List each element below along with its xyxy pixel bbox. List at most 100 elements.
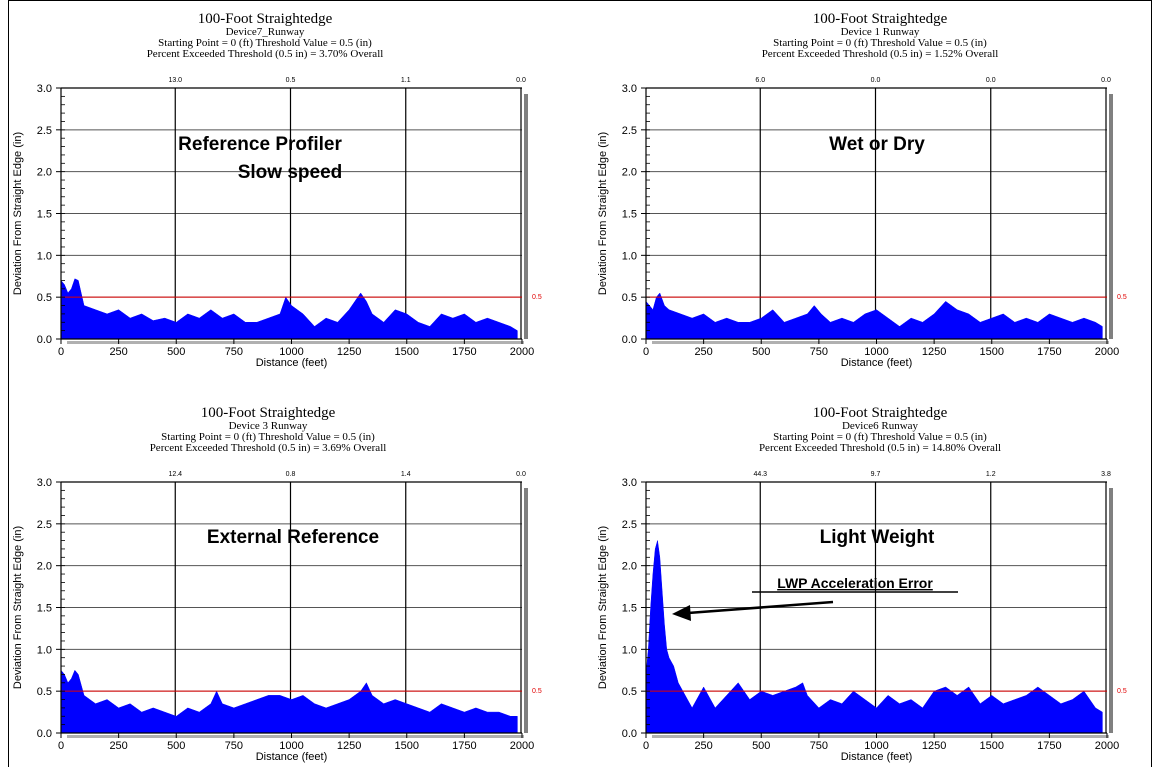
y-tick-label: 1.5 — [37, 603, 52, 615]
x-tick-label: 2000 — [1095, 346, 1119, 358]
section-label: 0.8 — [286, 471, 296, 478]
y-axis-title: Deviation From Straight Edge (in) — [597, 526, 609, 689]
x-tick-label: 500 — [752, 346, 770, 358]
chart-info-line: Starting Point = 0 (ft) Threshold Value … — [773, 431, 987, 443]
y-tick-label: 2.5 — [37, 125, 52, 137]
chart-title: 100-Foot Straightedge — [813, 11, 948, 27]
y-tick-label: 3.0 — [622, 477, 637, 489]
y-tick-label: 2.5 — [622, 519, 637, 531]
section-label: 1.4 — [401, 471, 411, 478]
threshold-label: 0.5 — [532, 688, 542, 695]
panel-shadow-right — [1109, 488, 1113, 733]
x-tick-label: 500 — [752, 740, 770, 752]
x-tick-label: 2000 — [510, 740, 534, 752]
x-tick-label: 250 — [109, 740, 127, 752]
section-label: 0.0 — [871, 77, 881, 84]
panel-shadow-right — [524, 488, 528, 733]
series-area — [60, 278, 518, 340]
x-tick-label: 1250 — [922, 346, 946, 358]
y-tick-label: 1.5 — [37, 209, 52, 221]
panel-shadow-bottom — [652, 341, 1109, 344]
section-label: 0.0 — [516, 77, 526, 84]
panel-shadow-right — [1109, 94, 1113, 339]
chart-info-line: Starting Point = 0 (ft) Threshold Value … — [158, 37, 372, 49]
chart-subtitle: Device 3 Runway — [229, 420, 308, 432]
section-label: 6.0 — [755, 77, 765, 84]
y-tick-label: 1.0 — [37, 250, 52, 262]
x-tick-label: 2000 — [510, 346, 534, 358]
section-label: 1.2 — [986, 471, 996, 478]
chart-exceed-line: Percent Exceeded Threshold (0.5 in) = 14… — [759, 442, 1001, 454]
x-tick-label: 1750 — [452, 740, 476, 752]
x-tick-label: 1750 — [452, 346, 476, 358]
y-tick-label: 2.5 — [622, 125, 637, 137]
x-tick-label: 1750 — [1037, 740, 1061, 752]
x-axis-title: Distance (feet) — [841, 751, 913, 763]
x-tick-label: 1000 — [864, 346, 888, 358]
section-label: 0.5 — [286, 77, 296, 84]
x-tick-label: 1500 — [980, 740, 1004, 752]
series-area — [645, 540, 1103, 734]
section-label: 0.0 — [986, 77, 996, 84]
y-tick-label: 3.0 — [622, 83, 637, 95]
x-tick-label: 750 — [810, 740, 828, 752]
y-axis-title: Deviation From Straight Edge (in) — [597, 132, 609, 295]
x-tick-label: 750 — [810, 346, 828, 358]
y-axis-title: Deviation From Straight Edge (in) — [12, 132, 24, 295]
y-tick-label: 0.5 — [37, 292, 52, 304]
threshold-label: 0.5 — [532, 294, 542, 301]
section-label: 0.0 — [516, 471, 526, 478]
y-axis-title: Deviation From Straight Edge (in) — [12, 526, 24, 689]
x-tick-label: 0 — [58, 740, 64, 752]
y-tick-label: 3.0 — [37, 477, 52, 489]
chart-info-line: Starting Point = 0 (ft) Threshold Value … — [773, 37, 987, 49]
y-tick-label: 1.5 — [622, 603, 637, 615]
annotation-label: External Reference — [207, 527, 379, 548]
y-tick-label: 1.0 — [37, 644, 52, 656]
x-tick-label: 2000 — [1095, 740, 1119, 752]
x-tick-label: 1500 — [395, 346, 419, 358]
arrow-shaft — [687, 600, 834, 615]
section-label: 12.4 — [168, 471, 182, 478]
panel-shadow-bottom — [67, 735, 524, 738]
y-tick-label: 0.0 — [37, 728, 52, 740]
x-tick-label: 0 — [58, 346, 64, 358]
x-tick-label: 1000 — [279, 740, 303, 752]
y-tick-label: 0.0 — [622, 728, 637, 740]
x-tick-label: 1250 — [922, 740, 946, 752]
annotation-label: Wet or Dry — [829, 134, 925, 155]
y-tick-label: 1.0 — [622, 644, 637, 656]
threshold-label: 0.5 — [1117, 688, 1127, 695]
section-label: 0.0 — [1101, 77, 1111, 84]
x-tick-label: 250 — [694, 740, 712, 752]
x-tick-label: 750 — [225, 740, 243, 752]
x-tick-label: 500 — [167, 740, 185, 752]
x-tick-label: 750 — [225, 346, 243, 358]
x-tick-label: 1500 — [395, 740, 419, 752]
x-tick-label: 500 — [167, 346, 185, 358]
x-tick-label: 1000 — [279, 346, 303, 358]
x-tick-label: 1000 — [864, 740, 888, 752]
y-tick-label: 0.0 — [622, 334, 637, 346]
x-tick-label: 1500 — [980, 346, 1004, 358]
chart-exceed-line: Percent Exceeded Threshold (0.5 in) = 1.… — [762, 48, 999, 60]
chart-panel-1: 100-Foot StraightedgeDevice7_RunwayStart… — [12, 11, 542, 369]
section-label: 44.3 — [753, 471, 767, 478]
y-tick-label: 0.5 — [622, 292, 637, 304]
chart-exceed-line: Percent Exceeded Threshold (0.5 in) = 3.… — [150, 442, 387, 454]
section-label: 3.8 — [1101, 471, 1111, 478]
chart-subtitle: Device7_Runway — [226, 26, 305, 38]
chart-subtitle: Device6 Runway — [842, 420, 919, 432]
x-tick-label: 1750 — [1037, 346, 1061, 358]
annotation-label: Slow speed — [238, 162, 343, 183]
series-area — [60, 669, 518, 734]
chart-title: 100-Foot Straightedge — [198, 11, 333, 27]
panel-shadow-right — [524, 94, 528, 339]
chart-exceed-line: Percent Exceeded Threshold (0.5 in) = 3.… — [147, 48, 384, 60]
y-tick-label: 2.0 — [37, 561, 52, 573]
panel-shadow-bottom — [67, 341, 524, 344]
